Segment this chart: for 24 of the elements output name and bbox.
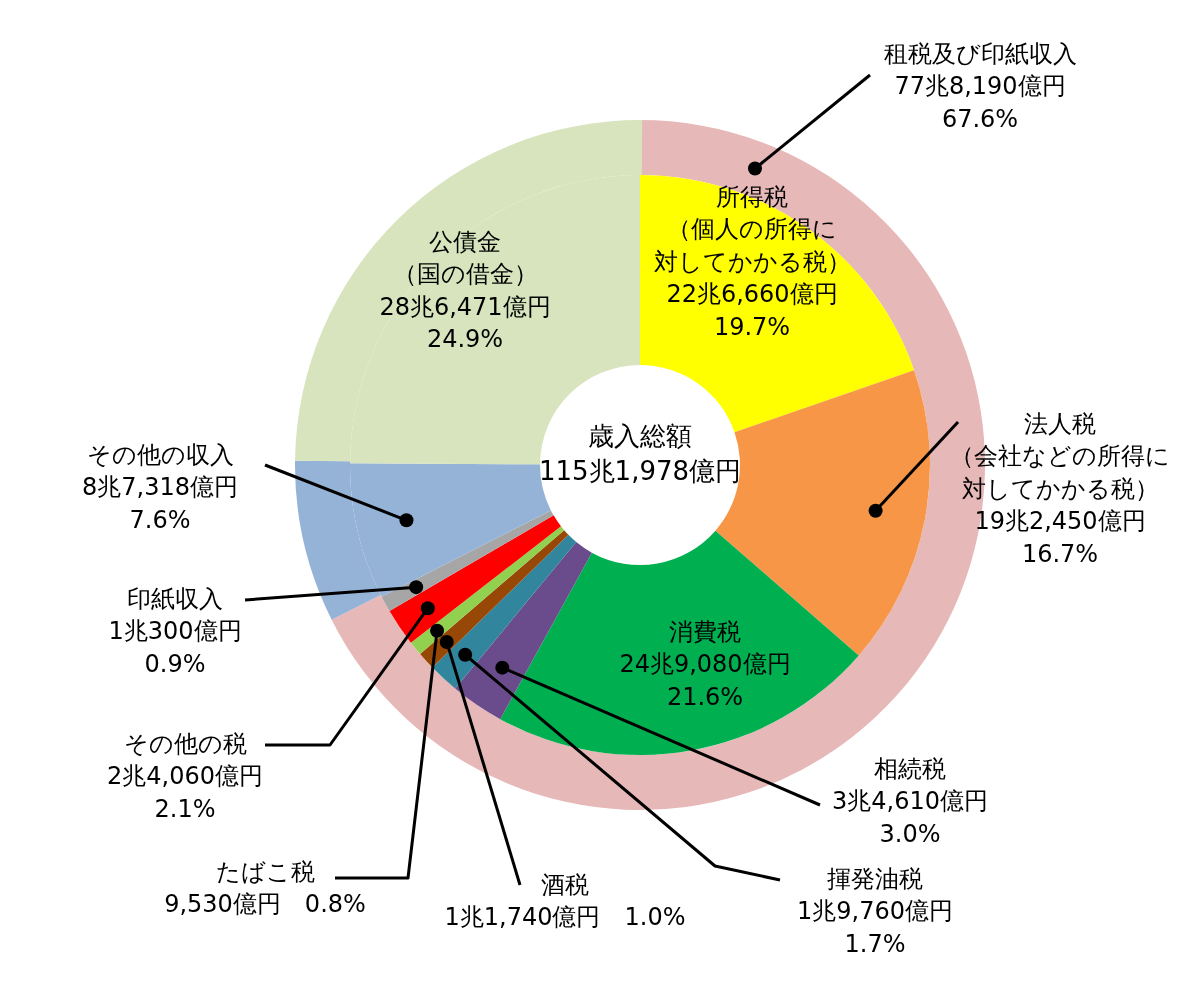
data-label: 9,530億円 0.8%: [164, 890, 366, 919]
data-label: 77兆8,190億円 67.6%: [894, 72, 1066, 133]
slice-label: その他の税: [123, 730, 247, 758]
slice-label: 酒税: [541, 871, 589, 899]
data-label: 1兆1,740億円 1.0%: [444, 903, 686, 932]
data-label: 24兆9,080億円 21.6%: [619, 650, 791, 711]
slice-label: 揮発油税: [827, 865, 923, 893]
data-label: 22兆6,660億円 19.7%: [666, 280, 838, 341]
slice-label: その他の収入: [86, 441, 234, 469]
slice-label: たばこ税: [215, 858, 315, 886]
text: 歳入総額 115兆1,978億円: [538, 421, 742, 487]
data-label: 8兆7,318億円 7.6%: [82, 473, 238, 534]
slice-label: 法人税（会社などの所得に対してかかる税）: [950, 410, 1170, 503]
data-label: 2兆4,060億円 2.1%: [107, 762, 263, 823]
data-label: 19兆2,450億円 16.7%: [974, 507, 1146, 568]
slice-label: 印紙収入: [127, 585, 223, 613]
slice-label: 消費税: [669, 618, 741, 646]
data-label: 28兆6,471億円 24.9%: [379, 292, 551, 354]
data-label: 1兆9,760億円 1.7%: [797, 897, 953, 958]
slice-label: 公債金（国の借金）: [392, 228, 538, 289]
data-label: 3兆4,610億円 3.0%: [832, 787, 988, 848]
slice-label: 相続税: [874, 755, 946, 783]
data-label: 1兆300億円 0.9%: [108, 617, 242, 678]
slice-label: 租税及び印紙収入: [883, 40, 1077, 68]
